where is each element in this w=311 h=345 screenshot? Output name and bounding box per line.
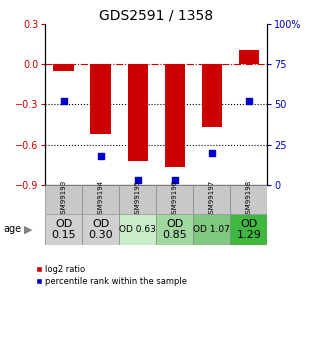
Bar: [128, 64, 148, 161]
Bar: [202, 64, 222, 127]
Text: GSM99198: GSM99198: [246, 180, 252, 218]
Text: age: age: [3, 225, 21, 234]
FancyBboxPatch shape: [45, 185, 82, 214]
FancyBboxPatch shape: [230, 185, 267, 214]
FancyBboxPatch shape: [119, 185, 156, 214]
Text: GSM99196: GSM99196: [172, 180, 178, 218]
Point: [61, 98, 66, 104]
Text: GSM99193: GSM99193: [61, 180, 67, 218]
Text: OD
1.29: OD 1.29: [236, 219, 261, 240]
FancyBboxPatch shape: [82, 185, 119, 214]
Text: GSM99195: GSM99195: [135, 180, 141, 218]
FancyBboxPatch shape: [193, 185, 230, 214]
Point: [98, 153, 103, 159]
FancyBboxPatch shape: [193, 214, 230, 245]
Point: [172, 177, 177, 183]
Bar: [53, 64, 74, 71]
Legend: log2 ratio, percentile rank within the sample: log2 ratio, percentile rank within the s…: [35, 265, 187, 286]
Text: OD 1.07: OD 1.07: [193, 225, 230, 234]
Text: OD
0.30: OD 0.30: [88, 219, 113, 240]
Bar: [91, 64, 111, 134]
Text: OD
0.85: OD 0.85: [162, 219, 187, 240]
FancyBboxPatch shape: [230, 214, 267, 245]
Title: GDS2591 / 1358: GDS2591 / 1358: [99, 9, 213, 23]
Text: ▶: ▶: [24, 225, 32, 234]
FancyBboxPatch shape: [156, 214, 193, 245]
FancyBboxPatch shape: [119, 214, 156, 245]
Text: OD 0.63: OD 0.63: [119, 225, 156, 234]
Point: [246, 98, 251, 104]
FancyBboxPatch shape: [45, 214, 82, 245]
Text: OD
0.15: OD 0.15: [51, 219, 76, 240]
FancyBboxPatch shape: [82, 214, 119, 245]
Text: GSM99194: GSM99194: [98, 180, 104, 218]
Bar: [239, 50, 259, 64]
Point: [209, 150, 214, 155]
Point: [135, 177, 140, 183]
Bar: [165, 64, 185, 167]
Text: GSM99197: GSM99197: [209, 180, 215, 218]
FancyBboxPatch shape: [156, 185, 193, 214]
